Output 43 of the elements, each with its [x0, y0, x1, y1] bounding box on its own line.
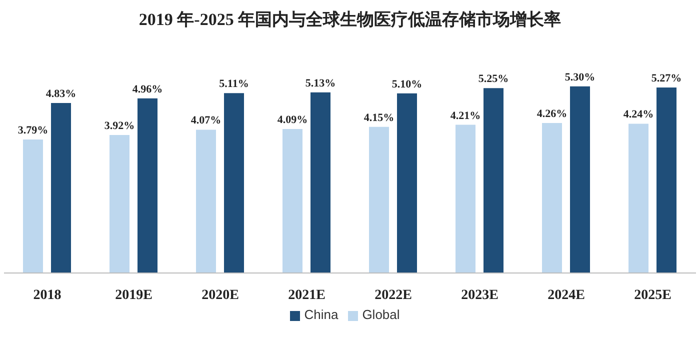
data-label: 5.27%	[651, 72, 682, 84]
x-tick-label: 2020E	[202, 288, 239, 303]
data-label: 4.09%	[277, 114, 308, 126]
x-tick-label: 2022E	[374, 288, 412, 303]
data-label: 4.07%	[190, 114, 222, 127]
bar	[570, 86, 590, 273]
legend-label: China	[304, 307, 338, 322]
x-tick-label: 2023E	[461, 288, 498, 303]
data-label: 4.15%	[364, 112, 394, 124]
bar	[656, 87, 676, 273]
data-label: 4.83%	[46, 88, 76, 100]
bar	[397, 93, 417, 273]
data-label: 4.26%	[536, 108, 568, 120]
x-tick-label: 2019E	[115, 288, 152, 303]
x-tick-label: 2021E	[288, 288, 326, 303]
data-label: 4.24%	[623, 108, 654, 121]
bar	[628, 124, 648, 273]
bar	[310, 92, 330, 273]
bar	[51, 102, 71, 273]
bar	[196, 130, 216, 273]
x-tick-label: 2018	[33, 288, 62, 303]
data-label: 4.96%	[132, 83, 163, 96]
data-label: 3.79%	[18, 124, 48, 137]
data-label: 5.30%	[564, 71, 596, 84]
data-label: 5.13%	[305, 77, 336, 90]
bar	[110, 134, 130, 273]
x-tick-label: 2025E	[634, 288, 672, 303]
data-label: 3.92%	[104, 120, 135, 132]
bar	[282, 128, 302, 273]
data-label: 5.10%	[392, 78, 422, 90]
data-label: 5.25%	[478, 73, 509, 86]
data-label: 5.11%	[219, 78, 249, 90]
bar	[369, 126, 389, 273]
bar	[23, 140, 43, 273]
legend-label: Global	[362, 307, 400, 322]
bar	[542, 123, 562, 273]
data-label: 4.21%	[450, 110, 481, 122]
x-tick-label: 2024E	[548, 288, 585, 303]
bar	[456, 124, 476, 273]
bar	[484, 88, 504, 273]
chart-title: 2019 年-2025 年国内与全球生物医疗低温存储市场增长率	[138, 9, 562, 31]
bar	[138, 98, 158, 273]
bar	[224, 93, 244, 273]
